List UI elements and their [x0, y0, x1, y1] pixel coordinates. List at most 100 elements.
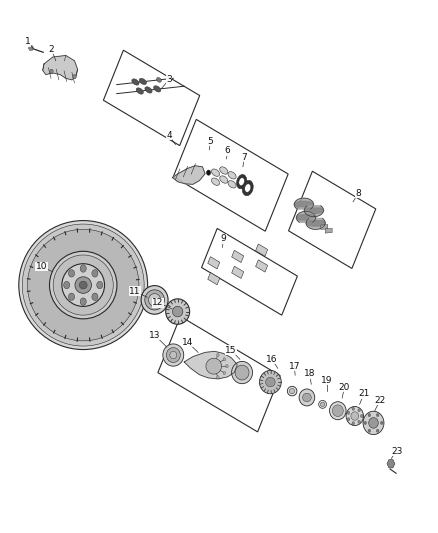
Text: 17: 17 — [289, 362, 300, 370]
Circle shape — [364, 421, 367, 424]
Ellipse shape — [228, 172, 236, 179]
Ellipse shape — [321, 402, 325, 407]
Circle shape — [92, 270, 98, 277]
Circle shape — [92, 293, 98, 301]
Polygon shape — [208, 272, 220, 285]
Ellipse shape — [332, 405, 343, 417]
Circle shape — [206, 170, 211, 175]
Polygon shape — [306, 219, 325, 229]
Polygon shape — [297, 215, 316, 220]
Text: 18: 18 — [304, 369, 315, 378]
Ellipse shape — [351, 412, 359, 420]
Polygon shape — [201, 229, 297, 315]
Ellipse shape — [220, 176, 228, 183]
Polygon shape — [289, 171, 376, 269]
Ellipse shape — [62, 264, 105, 306]
Ellipse shape — [287, 386, 297, 396]
Ellipse shape — [363, 411, 384, 434]
Text: 14: 14 — [182, 338, 193, 347]
Text: 10: 10 — [35, 262, 47, 271]
Circle shape — [68, 270, 74, 277]
Text: 16: 16 — [266, 355, 278, 364]
Ellipse shape — [369, 418, 378, 428]
Circle shape — [360, 415, 363, 418]
Ellipse shape — [228, 181, 236, 188]
Polygon shape — [158, 317, 280, 432]
Polygon shape — [304, 208, 323, 214]
Ellipse shape — [303, 393, 311, 402]
Ellipse shape — [166, 348, 180, 362]
Ellipse shape — [136, 88, 143, 94]
Circle shape — [80, 265, 86, 272]
Text: 3: 3 — [166, 75, 172, 84]
Polygon shape — [256, 260, 268, 272]
Text: 6: 6 — [225, 147, 230, 156]
Polygon shape — [294, 201, 314, 207]
Circle shape — [216, 376, 219, 379]
Circle shape — [64, 281, 70, 289]
Ellipse shape — [235, 365, 249, 380]
Ellipse shape — [212, 178, 219, 185]
Circle shape — [223, 372, 226, 375]
Ellipse shape — [166, 299, 190, 324]
Polygon shape — [294, 198, 314, 209]
Text: 1: 1 — [25, 37, 30, 46]
Ellipse shape — [141, 286, 168, 314]
Text: 4: 4 — [166, 131, 172, 140]
Polygon shape — [256, 244, 268, 256]
Ellipse shape — [237, 174, 247, 189]
Text: 8: 8 — [355, 189, 361, 198]
Polygon shape — [208, 257, 220, 269]
Circle shape — [223, 358, 226, 361]
Ellipse shape — [49, 251, 117, 319]
Text: 15: 15 — [226, 346, 237, 355]
Polygon shape — [173, 166, 205, 184]
Ellipse shape — [239, 177, 244, 185]
Circle shape — [368, 414, 371, 417]
Circle shape — [347, 411, 350, 414]
Circle shape — [358, 409, 360, 412]
Circle shape — [73, 75, 76, 79]
Ellipse shape — [212, 169, 219, 176]
Circle shape — [368, 429, 371, 432]
Polygon shape — [232, 266, 244, 278]
Polygon shape — [304, 206, 323, 216]
Polygon shape — [306, 221, 325, 226]
Ellipse shape — [53, 255, 113, 315]
Ellipse shape — [156, 77, 162, 82]
Ellipse shape — [132, 79, 139, 85]
Ellipse shape — [245, 184, 251, 192]
Text: 22: 22 — [374, 395, 385, 405]
Circle shape — [49, 69, 53, 74]
Polygon shape — [28, 46, 34, 50]
Circle shape — [358, 420, 360, 423]
Ellipse shape — [79, 281, 87, 289]
Circle shape — [80, 298, 86, 305]
Circle shape — [226, 365, 228, 368]
Ellipse shape — [163, 344, 184, 366]
Circle shape — [97, 281, 103, 289]
Text: 2: 2 — [49, 45, 54, 54]
Ellipse shape — [290, 389, 295, 394]
Polygon shape — [321, 224, 328, 229]
Ellipse shape — [22, 224, 144, 346]
Circle shape — [352, 422, 354, 425]
Text: 20: 20 — [339, 383, 350, 392]
Ellipse shape — [148, 294, 161, 306]
Text: 21: 21 — [358, 389, 370, 398]
Ellipse shape — [139, 78, 146, 85]
Circle shape — [216, 353, 219, 357]
Polygon shape — [103, 50, 200, 146]
Polygon shape — [173, 119, 288, 231]
Text: 19: 19 — [321, 376, 333, 385]
Ellipse shape — [259, 370, 281, 394]
Ellipse shape — [319, 400, 326, 408]
Ellipse shape — [299, 389, 315, 406]
Ellipse shape — [242, 180, 253, 196]
Ellipse shape — [145, 87, 152, 93]
Ellipse shape — [329, 402, 346, 419]
Circle shape — [347, 418, 350, 421]
Ellipse shape — [206, 358, 222, 374]
Circle shape — [68, 293, 74, 301]
Ellipse shape — [346, 407, 364, 425]
